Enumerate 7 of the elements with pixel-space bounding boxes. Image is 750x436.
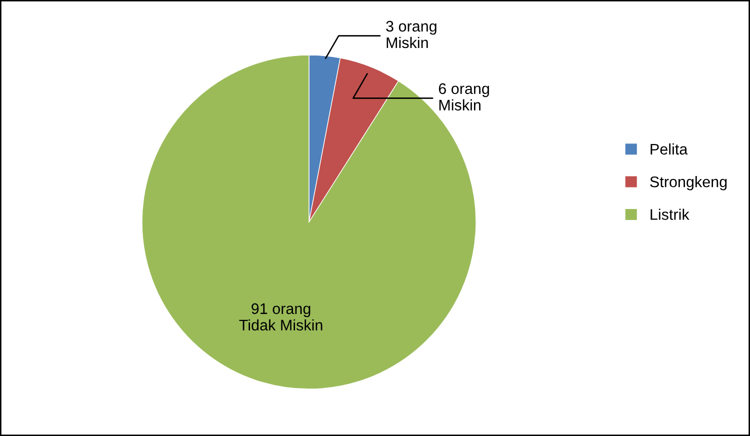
legend-label: Listrik (650, 208, 690, 220)
legend-label: Pelita (650, 143, 688, 155)
pie-slice (308, 58, 399, 222)
legend-label: Strongkeng (650, 176, 727, 190)
data-label: 91 orang Tidak Miskin (239, 303, 322, 331)
data-label: 3 orang Miskin (386, 20, 436, 48)
data-label: 6 orang Miskin (438, 83, 489, 111)
